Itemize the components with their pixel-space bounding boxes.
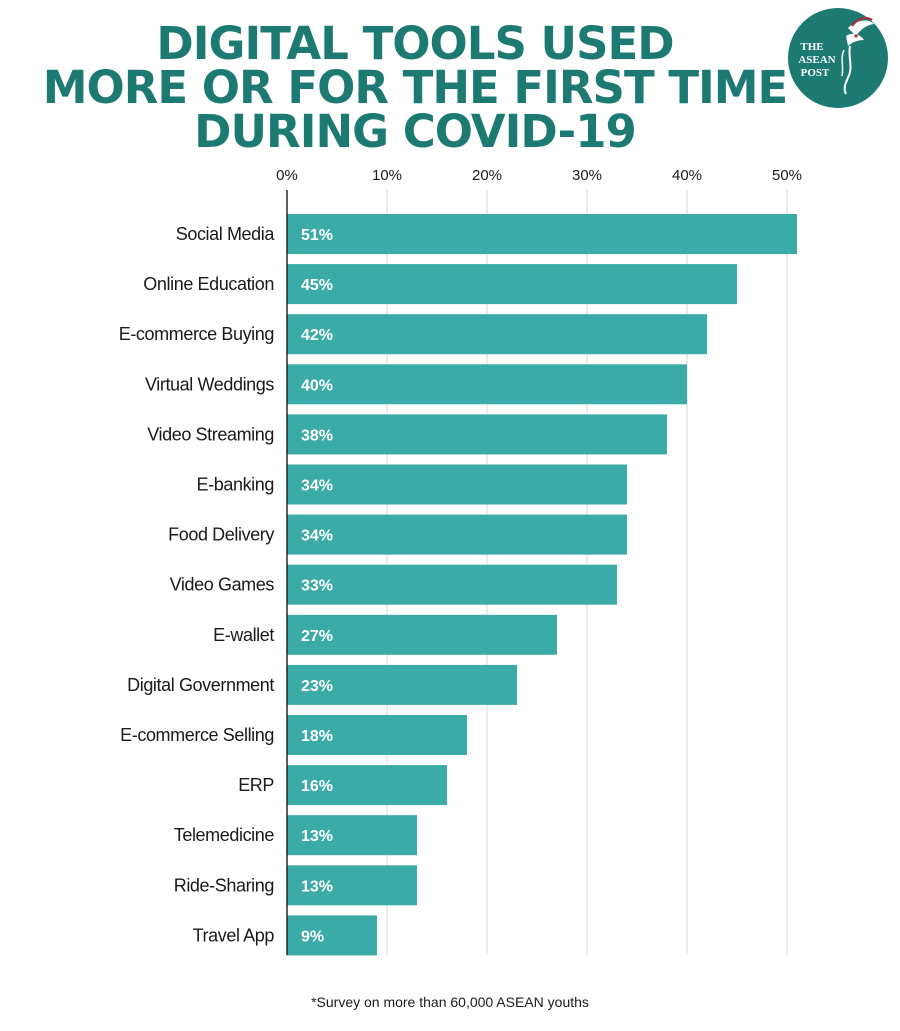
bars	[287, 214, 797, 956]
value-label: 45%	[301, 277, 333, 294]
category-label: Food Delivery	[168, 525, 274, 545]
value-label: 33%	[301, 578, 333, 595]
category-label: Online Education	[143, 274, 274, 294]
category-label: E-commerce Selling	[120, 725, 274, 745]
bar-erp	[287, 765, 447, 806]
survey-footnote: *Survey on more than 60,000 ASEAN youths	[311, 994, 589, 1010]
bar-e-banking	[287, 464, 627, 505]
logo-text-line-3: POST	[801, 67, 830, 79]
bar-e-commerce-selling	[287, 715, 467, 755]
x-tick-label: 20%	[472, 167, 502, 184]
value-label: 18%	[301, 728, 333, 745]
logo-text-line-1: THE	[800, 41, 823, 53]
category-label: Ride-Sharing	[174, 875, 274, 895]
bar-e-wallet	[287, 614, 557, 655]
category-label: E-commerce Buying	[119, 324, 274, 344]
x-tick-label: 50%	[772, 167, 802, 184]
hummingbird-icon	[841, 17, 874, 95]
x-tick-label: 30%	[572, 167, 602, 184]
value-label: 34%	[301, 528, 333, 545]
category-label: ERP	[238, 775, 274, 795]
category-label: Video Streaming	[147, 424, 274, 444]
bar-food-delivery	[287, 514, 627, 555]
category-label: Telemedicine	[174, 825, 275, 845]
asean-post-logo: THE ASEAN POST	[788, 8, 888, 108]
bar-travel-app	[287, 915, 377, 956]
category-labels: Social Media Online Education E-commerce B…	[119, 224, 276, 945]
x-tick-label: 40%	[672, 167, 702, 184]
category-label: E-banking	[197, 475, 274, 495]
category-label: Virtual Weddings	[145, 374, 274, 394]
value-label: 27%	[301, 628, 333, 645]
value-label: 16%	[301, 778, 333, 795]
logo-text-line-2: ASEAN	[798, 54, 835, 66]
logo-circle	[788, 8, 888, 108]
value-label: 51%	[301, 227, 333, 244]
bar-virtual-weddings	[287, 364, 687, 405]
bar-ride-sharing	[287, 865, 417, 906]
bar-video-games	[287, 564, 617, 605]
bar-e-commerce-buying	[287, 314, 707, 355]
value-label: 38%	[301, 427, 333, 444]
value-label: 42%	[301, 327, 333, 344]
chart-title: DIGITAL TOOLS USED MORE OR FOR THE FIRST…	[0, 17, 830, 158]
x-tick-labels: 0% 10% 20% 30% 40% 50%	[276, 167, 802, 184]
value-labels: 51% 45% 42% 40% 38% 34% 34% 33% 27% 23% 18% 16% 13% 1…	[301, 227, 333, 945]
bar-social-media	[287, 214, 797, 254]
title-line-3: DURING COVID-19	[194, 105, 637, 158]
value-label: 13%	[301, 828, 333, 845]
x-tick-label: 0%	[276, 167, 298, 184]
bar-video-streaming	[287, 414, 667, 455]
bar-online-education	[287, 264, 737, 305]
value-label: 9%	[301, 928, 324, 945]
value-label: 34%	[301, 478, 333, 495]
value-label: 23%	[301, 678, 333, 695]
x-tick-label: 10%	[372, 167, 402, 184]
category-label: Social Media	[176, 224, 276, 244]
value-label: 13%	[301, 878, 333, 895]
value-label: 40%	[301, 377, 333, 394]
title-line-2: MORE OR FOR THE FIRST TIME	[42, 61, 789, 114]
bar-digital-government	[287, 664, 517, 705]
title-line-1: DIGITAL TOOLS USED	[156, 17, 674, 70]
category-label: E-wallet	[213, 625, 274, 645]
category-label: Travel App	[193, 925, 275, 945]
bar-telemedicine	[287, 815, 417, 856]
category-label: Video Games	[170, 575, 275, 595]
category-label: Digital Government	[127, 675, 274, 695]
